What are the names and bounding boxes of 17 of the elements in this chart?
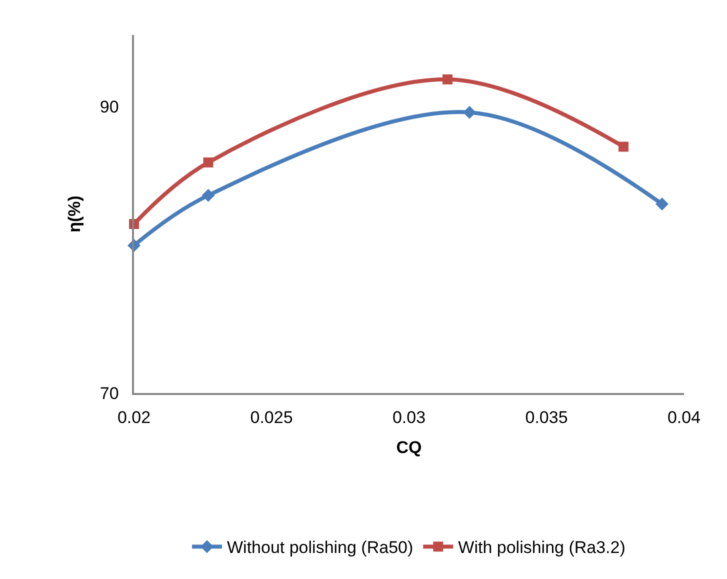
point: [618, 142, 628, 152]
x-tick-label: 0.035: [525, 408, 568, 428]
y-tick-label: 90: [100, 98, 119, 117]
point: [656, 197, 668, 210]
legend-label: With polishing (Ra3.2): [458, 538, 626, 558]
y-axis-title: η(%): [64, 196, 84, 232]
x-axis-title: CQ: [396, 438, 422, 458]
legend-label: Without polishing (Ra50): [227, 538, 414, 558]
x-tick-label: 0.025: [250, 408, 293, 428]
x-tick-label: 0.03: [392, 408, 426, 428]
point: [463, 106, 476, 119]
point: [202, 188, 215, 202]
point: [442, 74, 452, 84]
y-tick-label: 70: [100, 384, 119, 403]
point: [203, 157, 214, 168]
x-tick-label: 0.02: [117, 408, 151, 428]
x-tick-label: 0.04: [667, 408, 701, 428]
